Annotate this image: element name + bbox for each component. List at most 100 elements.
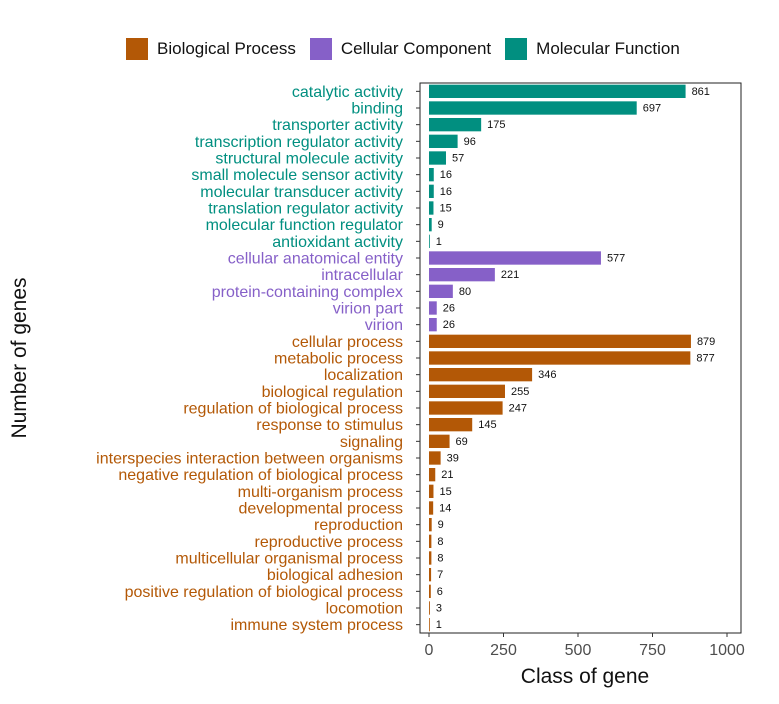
data-label: 8 [437, 553, 443, 565]
y-tick-label: small molecule sensor activity [191, 167, 403, 184]
data-label: 57 [452, 153, 464, 165]
data-label: 14 [439, 503, 451, 515]
data-label: 175 [487, 119, 505, 131]
bar [429, 618, 430, 632]
bar [429, 184, 434, 198]
legend-item-molecular-function: Molecular Function [505, 38, 680, 60]
data-label: 8 [437, 536, 443, 548]
y-tick-label: locomotion [326, 601, 403, 618]
bar [429, 334, 691, 348]
bar [429, 368, 533, 382]
bar [429, 134, 458, 148]
y-tick-label: immune system process [231, 617, 404, 634]
data-label: 877 [696, 353, 714, 365]
x-tick-label: 250 [490, 642, 517, 659]
y-tick-label: biological regulation [262, 384, 403, 401]
y-tick-label: intracellular [321, 267, 403, 284]
data-label: 16 [440, 186, 452, 198]
bar [429, 484, 434, 498]
legend-swatch-biological-process [126, 38, 148, 60]
y-tick-label: reproductive process [254, 534, 403, 551]
y-tick-label: transporter activity [272, 117, 403, 134]
y-tick-label: structural molecule activity [215, 151, 403, 168]
y-tick-label: cellular process [292, 334, 403, 351]
y-tick-label: biological adhesion [267, 567, 403, 584]
data-label: 69 [456, 436, 468, 448]
x-axis-title: Class of gene [520, 665, 650, 688]
data-label: 221 [501, 269, 519, 281]
legend-item-biological-process: Biological Process [126, 38, 296, 60]
bar [429, 501, 434, 515]
y-tick-label: cellular anatomical entity [228, 251, 403, 268]
y-tick-label: interspecies interaction between organis… [96, 451, 403, 468]
legend-label: Biological Process [157, 39, 296, 58]
data-label: 697 [643, 103, 661, 115]
y-tick-label: signaling [340, 434, 403, 451]
legend-swatch-molecular-function [505, 38, 528, 60]
bar [429, 584, 431, 598]
bar [429, 84, 686, 98]
y-tick-label: binding [351, 101, 403, 118]
x-tick-label: 1000 [709, 642, 745, 659]
bar [429, 318, 437, 332]
bar [429, 251, 601, 265]
data-label: 3 [436, 603, 442, 615]
y-tick-label: translation regulator activity [208, 201, 403, 218]
y-tick-label: response to stimulus [256, 417, 403, 434]
y-tick-label: multi-organism process [238, 484, 403, 501]
data-label: 21 [441, 469, 453, 481]
y-tick-label: molecular function regulator [206, 217, 404, 234]
x-tick-label: 500 [565, 642, 592, 659]
y-tick-label: multicellular organismal process [175, 551, 403, 568]
bar [429, 218, 432, 232]
data-label: 861 [692, 86, 710, 98]
y-tick-label: antioxidant activity [272, 234, 403, 251]
bar [429, 284, 453, 298]
data-label: 879 [697, 336, 715, 348]
y-tick-label: developmental process [238, 501, 403, 518]
bar [429, 601, 430, 615]
bar [429, 168, 434, 182]
bar [429, 534, 432, 548]
x-tick-label: 0 [425, 642, 434, 659]
legend-label: Molecular Function [536, 39, 680, 58]
y-tick-label: reproduction [314, 517, 403, 534]
x-tick-label: 750 [639, 642, 666, 659]
bar [429, 451, 441, 465]
data-label: 6 [437, 586, 443, 598]
data-label: 1 [436, 236, 442, 248]
bar [429, 568, 432, 582]
data-label: 145 [478, 419, 496, 431]
data-label: 80 [459, 286, 471, 298]
data-label: 9 [438, 519, 444, 531]
y-tick-label: virion [365, 317, 403, 334]
data-label: 16 [440, 169, 452, 181]
legend-item-cellular-component: Cellular Component [309, 38, 492, 60]
bar [429, 301, 437, 315]
data-label: 26 [443, 319, 455, 331]
data-label: 96 [464, 136, 476, 148]
data-label: 1 [436, 619, 442, 631]
data-label: 577 [607, 253, 625, 265]
bar [429, 401, 503, 415]
bar [429, 118, 482, 132]
y-tick-label: molecular transducer activity [200, 184, 403, 201]
legend-swatch-cellular-component [309, 38, 332, 60]
legend-label: Cellular Component [340, 39, 492, 58]
data-label: 26 [443, 303, 455, 315]
y-tick-label: catalytic activity [292, 84, 403, 101]
y-tick-label: metabolic process [274, 351, 403, 368]
bar [429, 234, 430, 248]
data-label: 247 [509, 403, 527, 415]
bar [429, 468, 436, 482]
y-tick-label: protein-containing complex [212, 284, 403, 301]
bar [429, 384, 505, 398]
data-label: 39 [447, 453, 459, 465]
y-tick-label: positive regulation of biological proces… [125, 584, 403, 601]
bar [429, 551, 432, 565]
data-label: 346 [538, 369, 556, 381]
data-label: 9 [438, 219, 444, 231]
y-tick-label: regulation of biological process [183, 401, 403, 418]
bar [429, 518, 432, 532]
